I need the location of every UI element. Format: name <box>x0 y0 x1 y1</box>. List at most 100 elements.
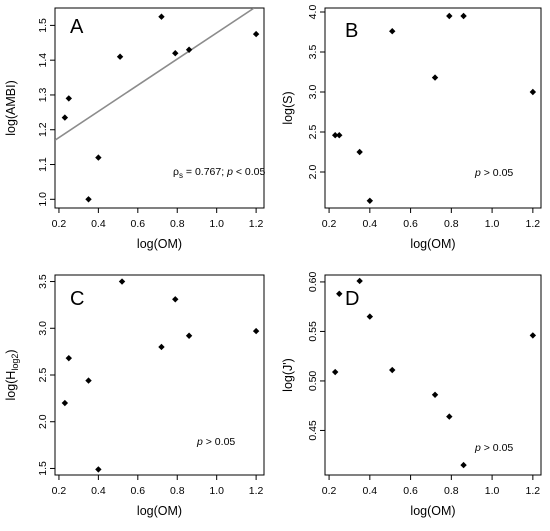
panel-label: C <box>70 288 84 310</box>
p-value: > 0.05 <box>481 442 514 454</box>
y-axis-label: log(AMBI) <box>4 80 18 136</box>
data-point <box>85 377 92 384</box>
data-point <box>158 343 165 351</box>
data-point <box>158 13 165 20</box>
data-point <box>116 53 124 60</box>
panel-label: D <box>345 288 359 310</box>
x-tick-label: 0.2 <box>52 485 67 497</box>
x-tick-label: 1.2 <box>249 485 264 497</box>
data-point <box>431 391 439 399</box>
x-tick-label: 0.2 <box>322 485 337 497</box>
data-point <box>460 461 467 469</box>
data-point <box>446 12 453 20</box>
x-tick-label: 0.4 <box>363 485 378 497</box>
data-point <box>252 327 260 335</box>
plot-frame <box>324 7 542 209</box>
data-point <box>431 74 439 81</box>
data-point <box>446 413 453 420</box>
data-point <box>118 278 126 285</box>
x-tick-label: 0.8 <box>444 218 459 230</box>
data-point <box>172 50 179 57</box>
x-tick-label: 0.6 <box>403 485 418 497</box>
data-point <box>336 132 343 139</box>
y-tick-label: 2.5 <box>307 125 319 140</box>
plot-frame <box>54 7 265 209</box>
y-tick-label: 1.1 <box>37 157 49 172</box>
data-point <box>95 466 102 473</box>
p-symbol: p <box>196 436 203 448</box>
data-point <box>172 296 179 303</box>
y-tick-label: 0.55 <box>307 321 319 342</box>
x-tick-label: 0.4 <box>91 485 106 497</box>
panel-d: 0.2 0.4 0.6 0.8 1.0 1.2 0.45 0.50 0.55 0.60 log(OM… <box>281 272 542 518</box>
y-axis-label: log(J') <box>281 358 295 392</box>
data-point <box>61 399 69 407</box>
y-tick-label: 2.5 <box>37 368 49 383</box>
p-value: < 0.05 <box>233 166 266 178</box>
panel-label: B <box>345 20 358 42</box>
y-axis-label: log(Hlog2) <box>4 349 20 400</box>
x-tick-label: 1.2 <box>526 218 541 230</box>
x-tick-label: 1.0 <box>209 485 224 497</box>
data-point <box>366 313 374 320</box>
data-point <box>331 132 339 139</box>
plot-frame <box>324 274 542 476</box>
p-symbol: p <box>474 167 481 179</box>
data-point <box>65 95 73 102</box>
y-tick-label: 3.5 <box>307 45 319 60</box>
panel-label: A <box>70 16 84 38</box>
y-tick-label: 0.50 <box>307 371 319 392</box>
p-symbol: p <box>474 442 481 454</box>
p-value: > 0.05 <box>203 436 236 448</box>
y-axis-label-subscript: log2 <box>10 354 20 371</box>
panel-c: 0.2 0.4 0.6 0.8 1.0 1.2 1.5 2.0 2.5 3.0 3.5 log(OM)… <box>4 274 265 518</box>
stat-annotation: ρs = 0.767; p < 0.05 <box>173 166 265 180</box>
data-point <box>529 88 537 96</box>
y-tick-label: 0.45 <box>307 420 319 441</box>
y-tick-label: 1.4 <box>37 53 49 68</box>
x-tick-label: 0.6 <box>131 485 146 497</box>
y-tick-label: 1.2 <box>37 122 49 137</box>
x-tick-label: 1.0 <box>209 218 224 230</box>
data-point <box>366 197 374 204</box>
data-point <box>61 114 69 121</box>
x-tick-label: 0.2 <box>322 218 337 230</box>
data-point <box>356 148 363 156</box>
y-tick-label: 3.5 <box>37 274 49 289</box>
x-tick-label: 0.2 <box>52 218 67 230</box>
data-point <box>252 30 260 38</box>
y-tick-label: 1.3 <box>37 88 49 103</box>
panel-b: 0.2 0.4 0.6 0.8 1.0 1.2 2.0 2.5 3.0 3.5 4.0 log(OM)… <box>281 5 542 251</box>
data-point <box>389 366 396 374</box>
data-point <box>336 290 343 298</box>
x-tick-label: 0.6 <box>403 218 418 230</box>
x-tick-label: 1.2 <box>249 218 264 230</box>
panel-a: 0.2 0.4 0.6 0.8 1.0 1.2 1.0 1.1 1.2 1.3 1.4 1.5 log(… <box>4 7 265 251</box>
y-tick-label: 2.0 <box>37 414 49 429</box>
y-tick-label: 2.0 <box>307 165 319 180</box>
x-tick-label: 1.0 <box>485 218 500 230</box>
p-symbol: p <box>226 166 233 178</box>
data-point <box>95 154 102 161</box>
data-point <box>356 277 363 285</box>
y-tick-label: 1.0 <box>37 192 49 207</box>
y-tick-label: 1.5 <box>37 18 49 33</box>
x-tick-label: 0.4 <box>91 218 106 230</box>
y-axis-label: log(S) <box>281 91 295 124</box>
x-tick-label: 0.8 <box>170 218 185 230</box>
data-point <box>65 354 73 362</box>
data-point <box>529 332 537 339</box>
rho-subscript: s <box>179 171 183 180</box>
y-tick-label: 1.5 <box>37 461 49 476</box>
regression-line <box>55 8 255 141</box>
stat-annotation: p > 0.05 <box>474 442 513 454</box>
data-point <box>185 46 193 53</box>
stat-annotation: p > 0.05 <box>196 436 235 448</box>
x-tick-label: 1.0 <box>485 485 500 497</box>
data-point <box>185 332 193 339</box>
x-axis-label: log(OM) <box>137 504 182 518</box>
data-point <box>389 28 396 35</box>
x-axis-label: log(OM) <box>137 237 182 251</box>
y-tick-label: 0.60 <box>307 272 319 293</box>
x-tick-label: 1.2 <box>526 485 541 497</box>
